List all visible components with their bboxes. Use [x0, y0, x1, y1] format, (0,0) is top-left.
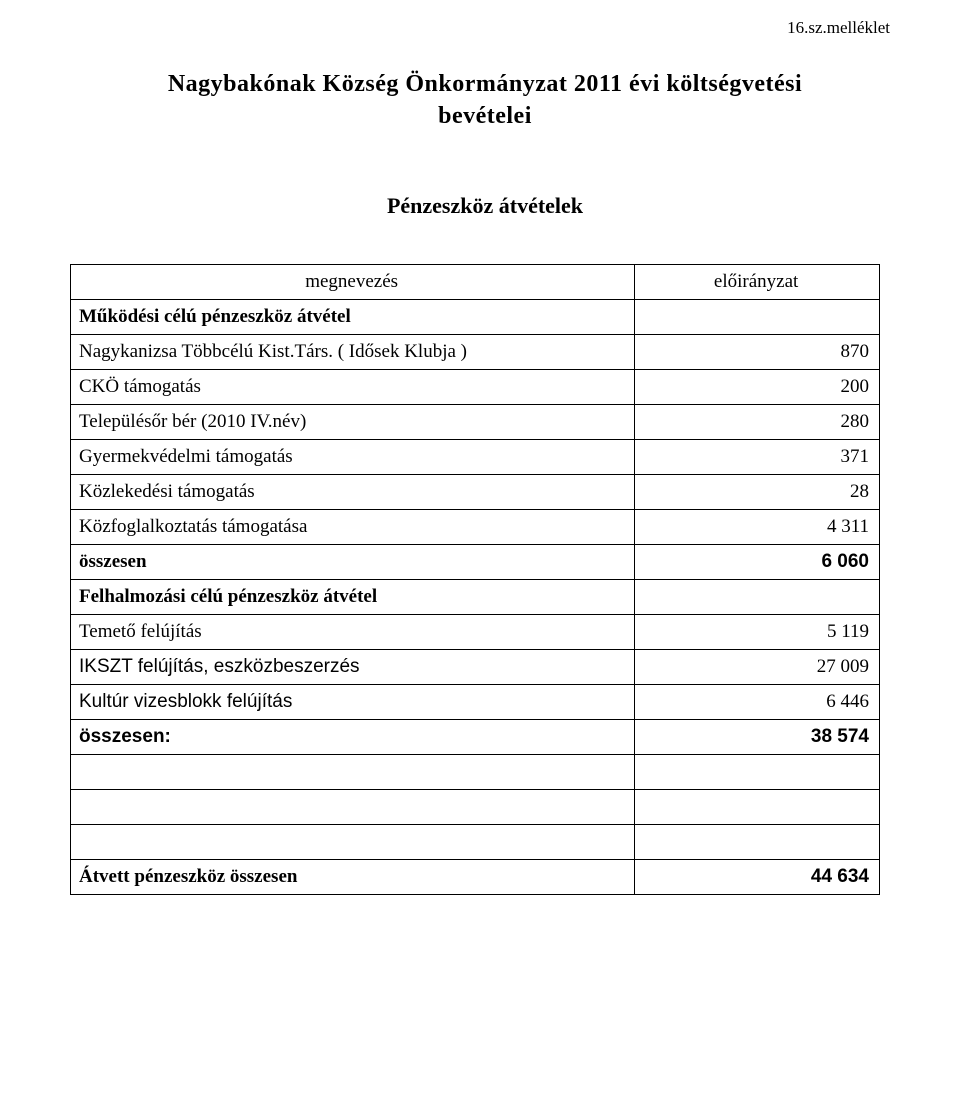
table-row: összesen6 060 — [71, 544, 880, 579]
row-value: 280 — [635, 404, 880, 439]
subtitle: Pénzeszköz átvételek — [70, 193, 900, 219]
row-label: Nagykanizsa Többcélú Kist.Társ. ( Idősek… — [71, 334, 635, 369]
row-value: 371 — [635, 439, 880, 474]
table-row-blank — [71, 754, 880, 789]
row-value: 5 119 — [635, 614, 880, 649]
header-amount: előirányzat — [635, 264, 880, 299]
table-row: IKSZT felújítás, eszközbeszerzés27 009 — [71, 649, 880, 684]
total-value: 44 634 — [635, 859, 880, 894]
table-row: Felhalmozási célú pénzeszköz átvétel — [71, 579, 880, 614]
row-value: 870 — [635, 334, 880, 369]
blank-cell — [71, 824, 635, 859]
row-label: Kultúr vizesblokk felújítás — [71, 684, 635, 719]
table-row: összesen:38 574 — [71, 719, 880, 754]
row-label: Temető felújítás — [71, 614, 635, 649]
row-value: 4 311 — [635, 509, 880, 544]
row-label: Közfoglalkoztatás támogatása — [71, 509, 635, 544]
row-value: 6 060 — [635, 544, 880, 579]
row-value — [635, 579, 880, 614]
table-row: Gyermekvédelmi támogatás371 — [71, 439, 880, 474]
row-value: 28 — [635, 474, 880, 509]
total-row: Átvett pénzeszköz összesen 44 634 — [71, 859, 880, 894]
row-label: IKSZT felújítás, eszközbeszerzés — [71, 649, 635, 684]
row-label: CKÖ támogatás — [71, 369, 635, 404]
table-row-blank — [71, 789, 880, 824]
table-header-row: megnevezés előirányzat — [71, 264, 880, 299]
row-label: Működési célú pénzeszköz átvétel — [71, 299, 635, 334]
table-row: Nagykanizsa Többcélú Kist.Társ. ( Idősek… — [71, 334, 880, 369]
table-row: Kultúr vizesblokk felújítás6 446 — [71, 684, 880, 719]
attachment-label: 16.sz.melléklet — [70, 18, 900, 38]
total-label: Átvett pénzeszköz összesen — [71, 859, 635, 894]
table-row-blank — [71, 824, 880, 859]
row-value: 27 009 — [635, 649, 880, 684]
table-row: Közlekedési támogatás28 — [71, 474, 880, 509]
row-value: 38 574 — [635, 719, 880, 754]
row-label: Felhalmozási célú pénzeszköz átvétel — [71, 579, 635, 614]
header-name: megnevezés — [71, 264, 635, 299]
blank-cell — [635, 789, 880, 824]
title-line-2: bevételei — [438, 103, 532, 129]
blank-cell — [635, 754, 880, 789]
blank-cell — [71, 754, 635, 789]
table-row: Működési célú pénzeszköz átvétel — [71, 299, 880, 334]
row-value: 200 — [635, 369, 880, 404]
blank-cell — [71, 789, 635, 824]
row-value: 6 446 — [635, 684, 880, 719]
table-row: Közfoglalkoztatás támogatása4 311 — [71, 509, 880, 544]
blank-cell — [635, 824, 880, 859]
page-title: Nagybakónak Község Önkormányzat 2011 évi… — [70, 68, 900, 133]
data-table: megnevezés előirányzat Működési célú pén… — [70, 264, 880, 895]
table-row: Településőr bér (2010 IV.név)280 — [71, 404, 880, 439]
row-label: összesen — [71, 544, 635, 579]
row-label: összesen: — [71, 719, 635, 754]
row-label: Közlekedési támogatás — [71, 474, 635, 509]
table-row: Temető felújítás5 119 — [71, 614, 880, 649]
row-label: Gyermekvédelmi támogatás — [71, 439, 635, 474]
title-line-1: Nagybakónak Község Önkormányzat 2011 évi… — [168, 71, 802, 97]
row-value — [635, 299, 880, 334]
row-label: Településőr bér (2010 IV.név) — [71, 404, 635, 439]
table-row: CKÖ támogatás200 — [71, 369, 880, 404]
